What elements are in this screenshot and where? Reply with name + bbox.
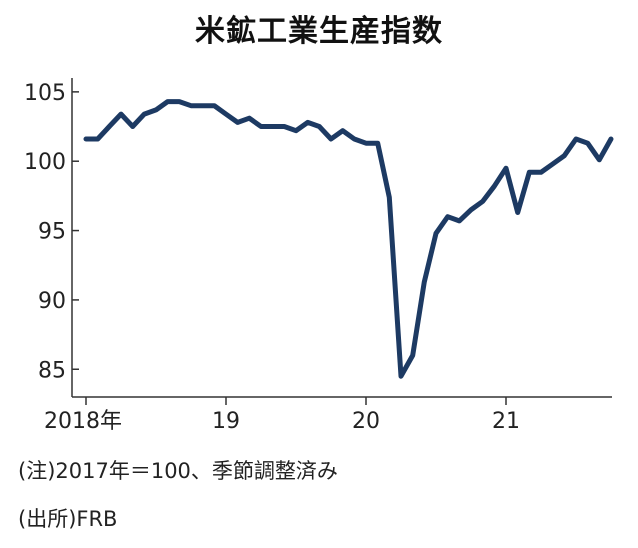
x-tick-label: 21	[492, 409, 520, 434]
y-axis: 85 90 95 100 105	[24, 78, 79, 397]
x-tick-label: 2018年	[44, 409, 122, 434]
y-tick-label: 85	[38, 358, 66, 383]
y-tick-label: 100	[24, 150, 66, 175]
y-tick-label: 105	[24, 81, 66, 106]
x-tick-label: 20	[352, 409, 380, 434]
series-line	[83, 99, 614, 379]
y-tick-label: 90	[38, 289, 66, 314]
y-tick-label: 95	[38, 220, 66, 245]
x-axis: 2018年 19 20 21	[44, 396, 612, 434]
footnote-source: (出所)FRB	[18, 507, 118, 531]
chart-title: 米鉱工業生産指数	[195, 14, 443, 49]
x-tick-label: 19	[212, 409, 240, 434]
footnote-seasonal-adjustment: (注)2017年＝100、季節調整済み	[18, 459, 338, 483]
series-group	[83, 99, 614, 379]
